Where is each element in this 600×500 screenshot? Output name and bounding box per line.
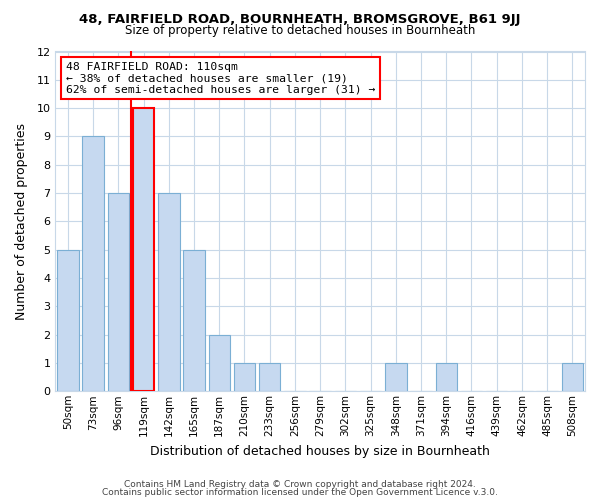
Bar: [57, 250, 79, 392]
Bar: [209, 334, 230, 392]
Bar: [82, 136, 104, 392]
Bar: [259, 363, 280, 392]
Text: 48 FAIRFIELD ROAD: 110sqm
← 38% of detached houses are smaller (19)
62% of semi-: 48 FAIRFIELD ROAD: 110sqm ← 38% of detac…: [66, 62, 375, 95]
Bar: [385, 363, 407, 392]
Bar: [158, 193, 179, 392]
Text: Size of property relative to detached houses in Bournheath: Size of property relative to detached ho…: [125, 24, 475, 37]
Text: Contains public sector information licensed under the Open Government Licence v.: Contains public sector information licen…: [102, 488, 498, 497]
Text: Contains HM Land Registry data © Crown copyright and database right 2024.: Contains HM Land Registry data © Crown c…: [124, 480, 476, 489]
Bar: [436, 363, 457, 392]
Bar: [133, 108, 154, 392]
Bar: [107, 193, 129, 392]
Bar: [184, 250, 205, 392]
Bar: [234, 363, 255, 392]
Text: 48, FAIRFIELD ROAD, BOURNHEATH, BROMSGROVE, B61 9JJ: 48, FAIRFIELD ROAD, BOURNHEATH, BROMSGRO…: [79, 12, 521, 26]
X-axis label: Distribution of detached houses by size in Bournheath: Distribution of detached houses by size …: [150, 444, 490, 458]
Y-axis label: Number of detached properties: Number of detached properties: [15, 123, 28, 320]
Bar: [562, 363, 583, 392]
